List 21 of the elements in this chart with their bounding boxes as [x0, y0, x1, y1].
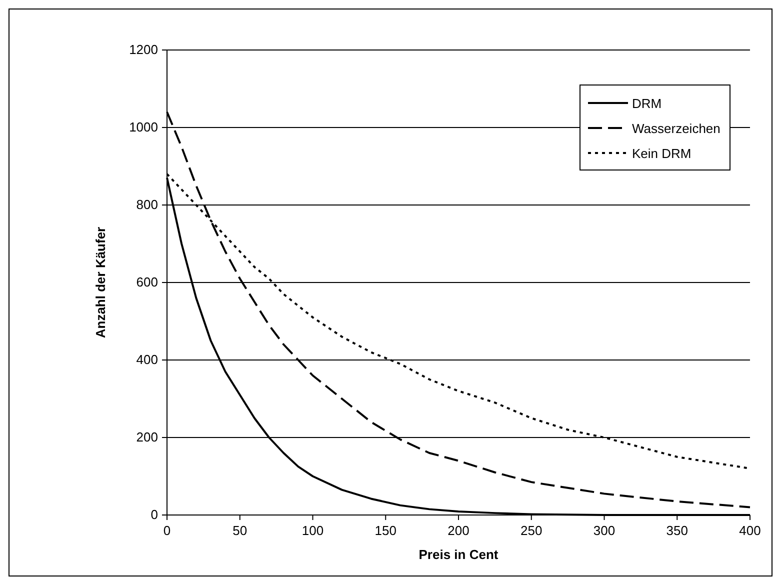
y-tick-label: 800 [136, 197, 158, 212]
y-tick-label: 600 [136, 274, 158, 290]
x-tick-label: 200 [448, 523, 470, 538]
x-tick-label: 400 [739, 523, 761, 538]
y-tick-label: 200 [136, 430, 158, 444]
x-tick-label: 250 [520, 523, 542, 538]
legend-label: Kein DRM [632, 146, 692, 161]
x-tick-label: 150 [374, 523, 396, 538]
x-tick-label: 300 [593, 523, 616, 538]
y-tick-label: 400 [136, 352, 158, 367]
legend-label: DRM [632, 96, 662, 111]
legend-label: Wasserzeichen [632, 121, 720, 136]
y-axis-title: Anzahl der Käufer [93, 226, 108, 338]
x-tick-label: 350 [666, 523, 688, 538]
x-tick-label: 100 [302, 523, 324, 538]
y-tick-label: 1200 [129, 42, 158, 57]
y-tick-label: 1000 [129, 120, 158, 134]
x-tick-label: 50 [232, 523, 248, 538]
x-axis-title: Preis in Cent [418, 547, 499, 562]
x-tick-label: 0 [163, 523, 171, 538]
y-tick-label: 0 [150, 507, 158, 522]
